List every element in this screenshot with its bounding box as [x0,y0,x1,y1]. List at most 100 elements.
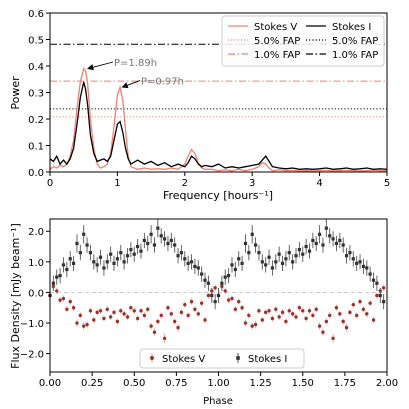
lightcurve-point [260,260,264,264]
lightcurve-point [243,241,248,246]
lightcurve-point [354,313,359,318]
lightcurve-point [371,278,376,282]
lightcurve-point [240,306,244,310]
lightcurve-point [186,313,190,318]
lightcurve-point [355,261,359,265]
lightcurve-point [243,321,248,325]
lightcurve-point [172,319,177,324]
lightcurve-point [237,299,241,304]
lightcurve-point [166,306,170,310]
lightcurve-point [314,241,318,246]
periodogram-y-tick-label: 0.3 [28,89,44,100]
periodogram-y-axis-label: Power [9,76,22,110]
lightcurve-point [125,315,130,319]
periodogram-y-tick-label: 0.5 [28,36,44,47]
lightcurve-point [115,319,120,324]
lightcurve-point [247,251,251,255]
lightcurve-point [142,238,146,243]
lightcurve-point [220,281,224,285]
lightcurve-point [226,298,231,302]
lightcurve-point [98,255,103,259]
lightcurve-point [365,266,369,270]
lightcurve-point [351,257,355,261]
lightcurve-point [365,312,369,316]
lightcurve-legend-label: Stokes V [162,354,205,365]
lightcurve-y-axis-label: Flux Density [mJy beam⁻¹] [9,223,22,369]
periodogram-y-tick-label: 0.6 [28,9,44,20]
lightcurve-point [122,260,126,264]
lightcurve-point [152,243,157,247]
lightcurve-x-axis-label: Phase [203,396,233,407]
lightcurve-point [75,321,79,325]
lightcurve-point [112,261,116,265]
lightcurve-point [253,322,258,327]
periodogram-y-tick-label: 0.2 [28,115,44,126]
lightcurve-point [82,232,86,236]
lightcurve-point [368,272,372,276]
periodogram-legend-label: Stokes I [332,22,371,33]
lightcurve-legend-marker [236,356,240,360]
lightcurve-y-tick-label: 1.0 [28,258,44,269]
lightcurve-point [176,254,180,258]
periodogram-x-tick-label: 5 [384,178,390,189]
periodogram-x-tick-label: 1 [114,178,120,189]
lightcurve-point [149,232,153,236]
lightcurve-point [341,319,345,324]
lightcurve-x-tick-label: 0.50 [123,378,145,389]
periodogram-legend-label: 5.0% FAP [332,36,378,47]
lightcurve-point [334,241,339,246]
lightcurve-point [95,263,99,267]
lightcurve-point [321,330,325,334]
lightcurve-point [382,300,386,304]
lightcurve-point [142,313,147,318]
lightcurve-point [317,324,322,328]
lightcurve-point [304,244,308,249]
periodogram-series-1 [49,81,388,170]
lightcurve-point [227,274,231,278]
lightcurve-point [193,264,197,269]
lightcurve-point [206,281,210,285]
lightcurve-point [68,299,72,304]
lightcurve-point [358,299,362,304]
lightcurve-point [65,307,69,311]
lightcurve-point [203,278,207,282]
lightcurve-point [139,309,143,313]
lightcurve-point [324,319,329,324]
lightcurve-point [85,243,89,247]
lightcurve-point [152,330,157,334]
lightcurve-point [351,302,355,307]
lightcurve-point [95,310,99,315]
lightcurve-y-tick-label: −1.0 [20,319,44,330]
lightcurve-point [378,293,382,298]
lightcurve-x-tick-label: 0.00 [39,378,61,389]
periodogram-x-tick-label: 2 [182,178,188,189]
lightcurve-point [193,307,197,311]
lightcurve-point [375,281,379,285]
lightcurve-point [314,307,318,311]
lightcurve-point [294,254,298,258]
lightcurve-point [338,238,342,243]
lightcurve-x-tick-label: 1.25 [249,378,271,389]
lightcurve-point [61,296,66,301]
lightcurve-point [176,325,180,330]
lightcurve-point [210,293,214,298]
lightcurve-x-tick-label: 1.00 [207,378,229,389]
lightcurve-point [274,260,278,264]
lightcurve-point [230,263,234,267]
lightcurve-point [75,241,79,246]
lightcurve-x-ticks: 0.00 0.25 0.50 0.75 1.00 1.25 1.50 1.75 2.00 [39,372,398,389]
lightcurve-x-tick-label: 1.75 [334,378,356,389]
lightcurve-point [371,318,376,322]
lightcurve-point [92,318,96,322]
periodogram-y-tick-label: 0.0 [28,168,44,179]
periodogram-annotation-label: P=0.97h [141,77,184,88]
lightcurve-point [85,322,89,327]
periodogram-legend-label: 1.0% FAP [254,50,300,61]
lightcurve-point [71,261,76,265]
lightcurve-point [270,266,275,270]
lightcurve-point [119,309,123,313]
lightcurve-point [344,254,349,258]
lightcurve-point [257,309,261,313]
periodogram-legend-label: 1.0% FAP [332,50,378,61]
lightcurve-point [129,248,133,252]
